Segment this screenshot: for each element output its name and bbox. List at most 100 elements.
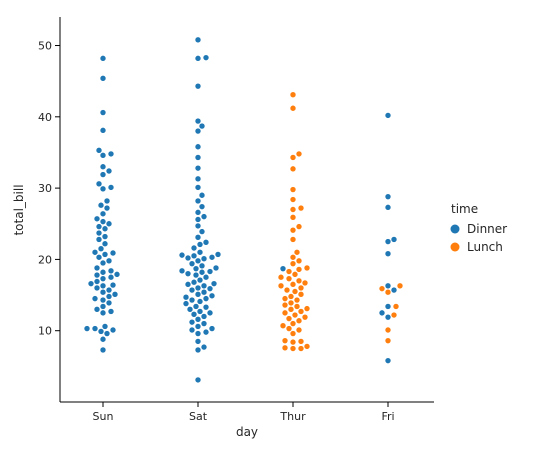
data-point-lunch-thur [277,282,285,290]
data-point-dinner-sat [194,209,202,216]
y-tick-label: 10 [38,325,52,338]
data-point-dinner-sat [212,264,220,272]
data-point-lunch-fri [390,311,398,319]
data-point-dinner-sat [196,276,204,284]
data-point-dinner-sat [202,54,210,61]
data-point-lunch-thur [287,306,295,313]
data-point-dinner-sat [194,376,202,384]
data-point-lunch-thur [303,305,311,312]
legend: time Dinner Lunch [450,202,507,254]
data-point-dinner-sat [194,175,202,183]
data-point-lunch-thur [303,343,311,350]
data-point-dinner-sun [95,180,103,188]
data-point-lunch-thur [289,196,297,203]
data-point-dinner-fri [384,193,392,200]
data-point-lunch-fri [384,326,392,334]
data-point-dinner-sat [192,265,200,272]
data-point-dinner-sat [182,300,190,307]
data-point-dinner-sat [206,268,214,275]
data-point-dinner-sat [202,238,210,246]
data-point-lunch-fri [384,288,392,296]
data-point-dinner-sun [99,163,107,171]
data-point-dinner-sun [105,293,113,300]
data-point-lunch-thur [295,266,303,273]
data-point-dinner-sat [190,244,198,252]
x-tick-label: Thur [279,410,306,423]
x-tick-label: Sun [93,410,114,423]
data-point-dinner-sun [97,201,105,209]
x-ticks: Sun Sat Thur Fri [93,402,395,423]
data-point-dinner-sat [184,281,192,288]
y-tick-label: 50 [38,40,52,53]
data-point-dinner-sat [194,222,202,230]
data-point-dinner-sat [194,346,202,354]
data-point-dinner-sun [97,245,105,253]
data-point-dinner-sun [105,167,113,175]
data-point-dinner-sat [196,308,204,315]
x-axis-label: day [236,425,258,439]
data-point-dinner-sat [194,338,202,345]
data-point-dinner-sat [194,197,202,205]
data-point-dinner-sat [198,203,206,210]
data-point-dinner-sun [101,240,109,248]
data-point-dinner-sun [107,267,115,275]
legend-title: time [451,202,478,216]
data-point-lunch-thur [289,330,297,337]
data-point-lunch-thur [289,206,297,213]
data-point-dinner-sat [196,298,204,305]
data-points [83,36,404,384]
data-point-lunch-thur [297,308,305,315]
data-point-dinner-sat [194,36,202,44]
data-point-dinner-sat [200,320,208,327]
data-point-lunch-thur [297,345,305,352]
legend-marker-dinner [450,224,460,234]
data-point-dinner-sun [99,309,107,317]
data-point-dinner-sat [194,234,202,241]
data-point-dinner-sun [101,225,109,233]
data-point-dinner-sat [194,315,202,323]
data-point-lunch-thur [295,326,303,334]
data-point-dinner-sun [99,335,107,343]
data-point-dinner-sat [196,241,204,248]
data-point-dinner-sat [200,343,208,351]
data-point-dinner-sun [87,280,95,287]
data-point-dinner-sun [99,288,107,296]
data-point-dinner-sun [103,197,111,205]
data-point-dinner-sun [99,171,107,178]
data-point-lunch-thur [295,277,303,285]
data-point-dinner-sat [188,318,196,326]
data-point-dinner-sun [95,253,103,261]
x-tick-label: Fri [381,410,394,423]
data-point-lunch-thur [289,236,297,243]
data-point-dinner-sun [83,325,91,332]
data-point-dinner-sat [192,303,200,310]
data-point-dinner-sat [200,288,208,296]
data-point-dinner-sat [202,295,210,302]
data-point-dinner-sun [97,328,105,335]
data-point-dinner-sun [111,291,119,298]
data-point-dinner-sat [188,286,196,294]
data-point-dinner-thur [279,265,287,272]
data-point-dinner-fri [384,250,392,258]
data-point-dinner-sun [99,218,107,225]
data-point-dinner-sat [188,326,196,334]
data-point-dinner-sun [105,257,113,265]
data-point-dinner-sat [194,117,202,125]
data-point-lunch-thur [285,315,293,322]
data-point-lunch-thur [291,288,299,295]
data-point-lunch-thur [289,260,297,267]
data-point-dinner-sun [99,303,107,310]
data-point-lunch-thur [301,279,309,287]
data-point-dinner-sun [107,184,115,191]
data-point-dinner-sun [95,147,103,154]
data-point-lunch-fri [396,282,404,290]
data-point-dinner-sat [206,285,214,292]
data-point-dinner-sun [101,323,109,330]
data-point-lunch-thur [297,291,305,298]
data-point-dinner-sat [194,184,202,191]
data-point-lunch-thur [287,299,295,307]
data-point-dinner-sun [99,275,107,282]
data-point-dinner-sun [99,75,107,82]
data-point-dinner-sat [184,254,192,262]
data-point-dinner-sun [101,233,109,240]
